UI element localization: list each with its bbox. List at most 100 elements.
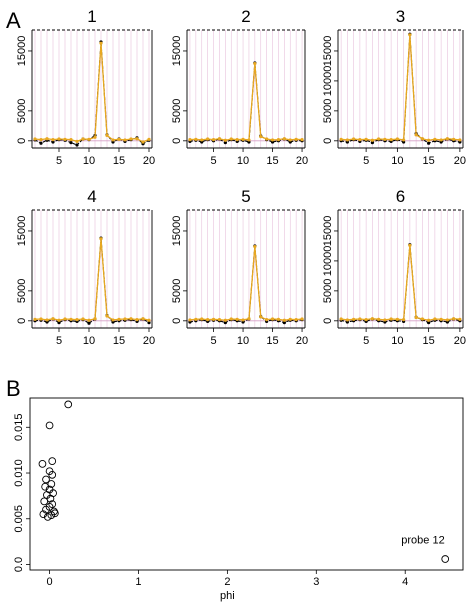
series-point <box>45 137 49 141</box>
series-point <box>147 318 151 322</box>
series-point <box>223 321 227 325</box>
x-tick-label: 10 <box>391 335 403 347</box>
y-tick-label: 5000 <box>322 99 334 123</box>
x-tick-label: 5 <box>210 335 216 347</box>
series-point <box>93 317 97 321</box>
series-point <box>39 141 43 145</box>
series-point <box>300 138 304 142</box>
series-point <box>51 138 55 142</box>
panel-title: 6 <box>396 187 405 206</box>
series-point <box>265 318 269 322</box>
x-tick-label: 15 <box>266 335 278 347</box>
annotation-label: probe 12 <box>401 534 444 546</box>
series-line-1 <box>34 41 150 146</box>
series-point <box>352 137 356 141</box>
series-point <box>377 137 381 141</box>
series-point <box>39 317 43 321</box>
series-point <box>345 138 349 142</box>
series-point <box>81 137 85 141</box>
y-tick-label: 0.005 <box>13 505 25 533</box>
series-point <box>253 244 257 249</box>
series-point <box>194 137 198 141</box>
series-point <box>370 138 374 142</box>
series-point <box>217 318 222 322</box>
x-tick-label: 20 <box>296 155 308 167</box>
series-point <box>402 318 406 322</box>
x-tick-label: 10 <box>237 155 249 167</box>
panel-title: 1 <box>87 7 96 26</box>
series-point <box>51 140 55 144</box>
series-point <box>282 321 286 325</box>
scatter-panel: 0 1 2 3 4 0.0 0.005 0.010 0.015 phi probe 12 <box>13 397 464 602</box>
series-point <box>235 317 239 321</box>
series-line-2 <box>34 238 150 321</box>
y-tick-label: 0 <box>171 318 183 324</box>
scatter-point <box>41 482 49 491</box>
series-point <box>358 138 362 142</box>
x-tick-label: 10 <box>83 335 95 347</box>
series-point <box>99 237 103 241</box>
series-line-1 <box>189 245 303 324</box>
x-tick-label: 3 <box>313 576 319 588</box>
series-line-1 <box>189 62 303 144</box>
series-point <box>63 317 67 321</box>
scatter-point <box>45 421 54 430</box>
series-point <box>408 33 412 37</box>
series-point <box>99 41 103 45</box>
x-tick-label: 20 <box>454 335 466 347</box>
series-point <box>87 318 91 322</box>
x-tick-label: 10 <box>83 155 95 167</box>
series-point <box>241 137 245 141</box>
series-point <box>33 317 37 321</box>
series-point <box>294 318 298 322</box>
series-point <box>69 317 73 321</box>
series-point <box>188 138 192 142</box>
x-tick-label: 10 <box>237 335 249 347</box>
series-point <box>288 138 292 142</box>
y-tick-label: 5000 <box>322 279 334 303</box>
x-tick-label: 15 <box>423 335 435 347</box>
series-point <box>265 137 269 141</box>
series-point <box>247 138 251 142</box>
series-point <box>75 143 79 147</box>
panel-title: 5 <box>241 187 250 206</box>
series-point <box>402 138 406 142</box>
series-point <box>229 137 233 141</box>
panel-title: 3 <box>396 7 405 26</box>
series-point <box>339 317 343 321</box>
series-point <box>439 317 443 321</box>
series-point <box>414 315 418 320</box>
series-point <box>358 317 362 321</box>
series-point <box>39 138 43 142</box>
y-tick-label: 0 <box>322 318 334 324</box>
series-point <box>206 318 210 322</box>
y-tick-label: 0 <box>171 138 183 144</box>
scatter-point <box>51 509 59 518</box>
x-tick-label: 15 <box>423 155 435 167</box>
y-tick-label: 15000 <box>171 216 183 247</box>
scatter-point <box>38 460 47 468</box>
series-point <box>427 141 431 145</box>
series-point <box>69 141 73 145</box>
scatter-frame <box>29 397 464 571</box>
x-tick-label: 5 <box>363 155 369 167</box>
series-line-2 <box>34 43 150 143</box>
series-point <box>253 61 257 66</box>
series-point <box>200 138 204 142</box>
series-point <box>223 318 227 322</box>
y-tick-label: 10000 <box>322 66 334 97</box>
panel-label-b: B <box>6 376 21 401</box>
y-tick-label: 15000 <box>171 36 183 67</box>
series-point <box>427 321 431 325</box>
series-point <box>87 321 91 325</box>
series-point <box>63 137 67 141</box>
x-tick-label: 5 <box>56 155 62 167</box>
series-point <box>282 137 286 141</box>
y-tick-label: 15000 <box>16 216 28 247</box>
series-point <box>458 138 462 142</box>
series-point <box>364 137 368 141</box>
series-point <box>259 135 263 139</box>
series-point <box>33 137 37 141</box>
y-tick-label: 0 <box>16 138 28 144</box>
